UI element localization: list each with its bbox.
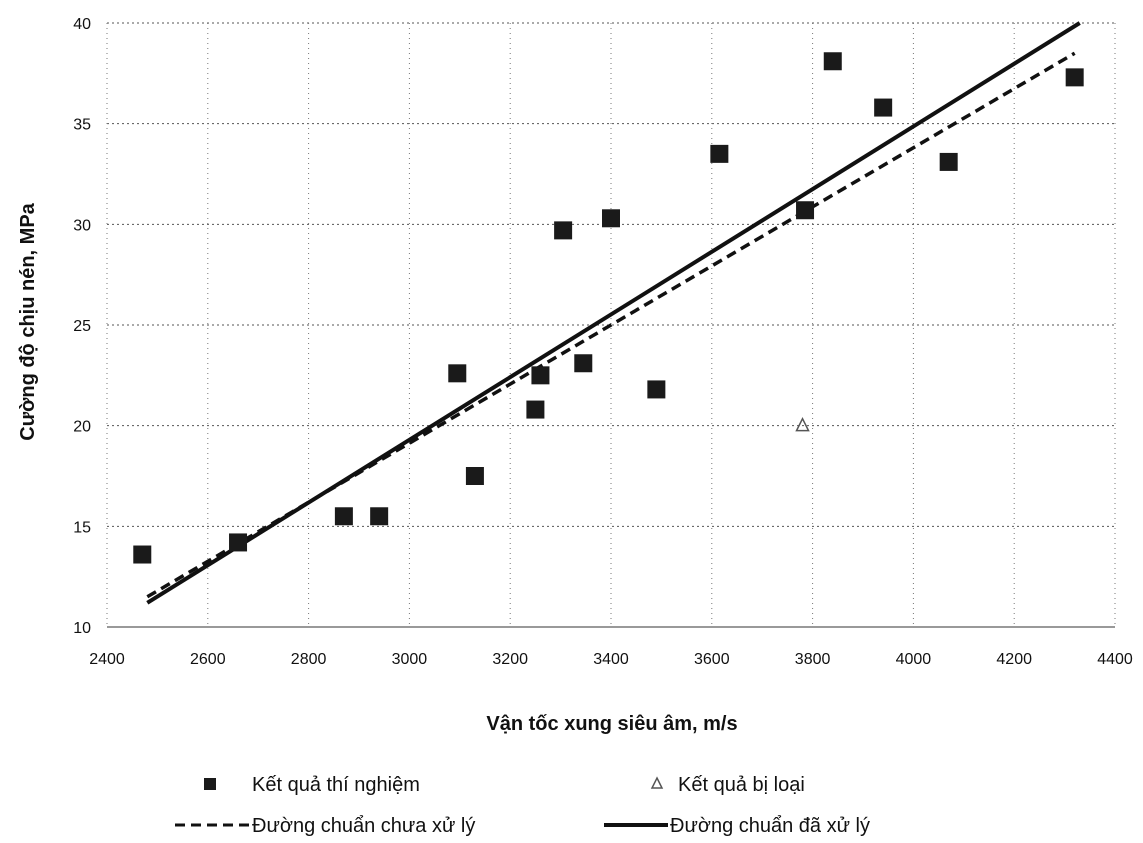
- data-point-experiment: [370, 507, 389, 526]
- x-tick-labels: 2400 2600 2800 3000 3200 3400 3600 3800 4000 4200…: [89, 651, 1133, 668]
- x-tick-label: 3600: [694, 651, 730, 668]
- y-tick-label: 30: [73, 217, 91, 234]
- data-point-experiment: [133, 545, 152, 564]
- x-tick-label: 3800: [795, 651, 831, 668]
- y-tick-label: 15: [73, 519, 91, 536]
- data-point-experiment: [710, 144, 729, 163]
- x-tick-label: 4000: [896, 651, 932, 668]
- y-tick-labels: 10 15 20 25 30 35 40: [73, 16, 91, 637]
- y-tick-label: 25: [73, 318, 91, 335]
- legend: Kết quả thí nghiệm Kết quả bị loại Đường…: [175, 774, 870, 837]
- x-tick-label: 2600: [190, 651, 226, 668]
- x-tick-label: 2400: [89, 651, 125, 668]
- data-point-experiment: [448, 364, 467, 383]
- data-point-experiment: [334, 507, 353, 526]
- legend-label-experiment: Kết quả thí nghiệm: [252, 774, 420, 796]
- legend-triangle-marker-icon: [650, 776, 664, 789]
- legend-label-raw-line: Đường chuẩn chưa xử lý: [252, 815, 475, 837]
- data-point-experiment: [229, 533, 248, 552]
- x-tick-label: 3200: [492, 651, 528, 668]
- legend-item-experiment: Kết quả thí nghiệm: [204, 774, 420, 796]
- data-point-experiment: [531, 366, 550, 385]
- x-tick-label: 4200: [996, 651, 1032, 668]
- data-point-experiment: [602, 209, 620, 228]
- data-point-experiment: [1065, 68, 1084, 87]
- legend-square-marker-icon: [204, 778, 216, 790]
- legend-label-rejected: Kết quả bị loại: [678, 774, 805, 796]
- regression-line-processed: [146, 21, 1081, 605]
- data-point-experiment: [874, 98, 893, 117]
- data-markers: [133, 52, 1084, 564]
- y-axis-title: Cường độ chịu nén, MPa: [17, 202, 39, 440]
- data-point-experiment: [574, 354, 593, 373]
- x-tick-label: 4400: [1097, 651, 1133, 668]
- x-axis-title: Vận tốc xung siêu âm, m/s: [486, 713, 737, 735]
- data-point-rejected: [795, 416, 810, 432]
- data-point-experiment: [554, 221, 573, 240]
- x-tick-label: 2800: [291, 651, 327, 668]
- x-tick-label: 3000: [392, 651, 428, 668]
- x-tick-label: 3400: [593, 651, 629, 668]
- grid: [106, 22, 1116, 628]
- data-point-experiment: [465, 467, 484, 485]
- data-point-experiment: [796, 201, 815, 220]
- legend-label-processed-line: Đường chuẩn đã xử lý: [670, 815, 870, 837]
- y-tick-label: 35: [73, 117, 91, 134]
- legend-item-raw-line: Đường chuẩn chưa xử lý: [175, 815, 475, 837]
- data-point-experiment: [526, 400, 545, 419]
- data-point-experiment: [647, 380, 666, 399]
- data-point-experiment: [939, 152, 958, 171]
- y-tick-label: 20: [73, 419, 91, 436]
- legend-item-processed-line: Đường chuẩn đã xử lý: [604, 815, 870, 837]
- regression-lines: [146, 21, 1081, 605]
- y-tick-label: 10: [73, 620, 91, 637]
- legend-item-rejected: Kết quả bị loại: [650, 774, 805, 796]
- data-point-experiment: [823, 52, 842, 71]
- y-tick-label: 40: [73, 16, 91, 33]
